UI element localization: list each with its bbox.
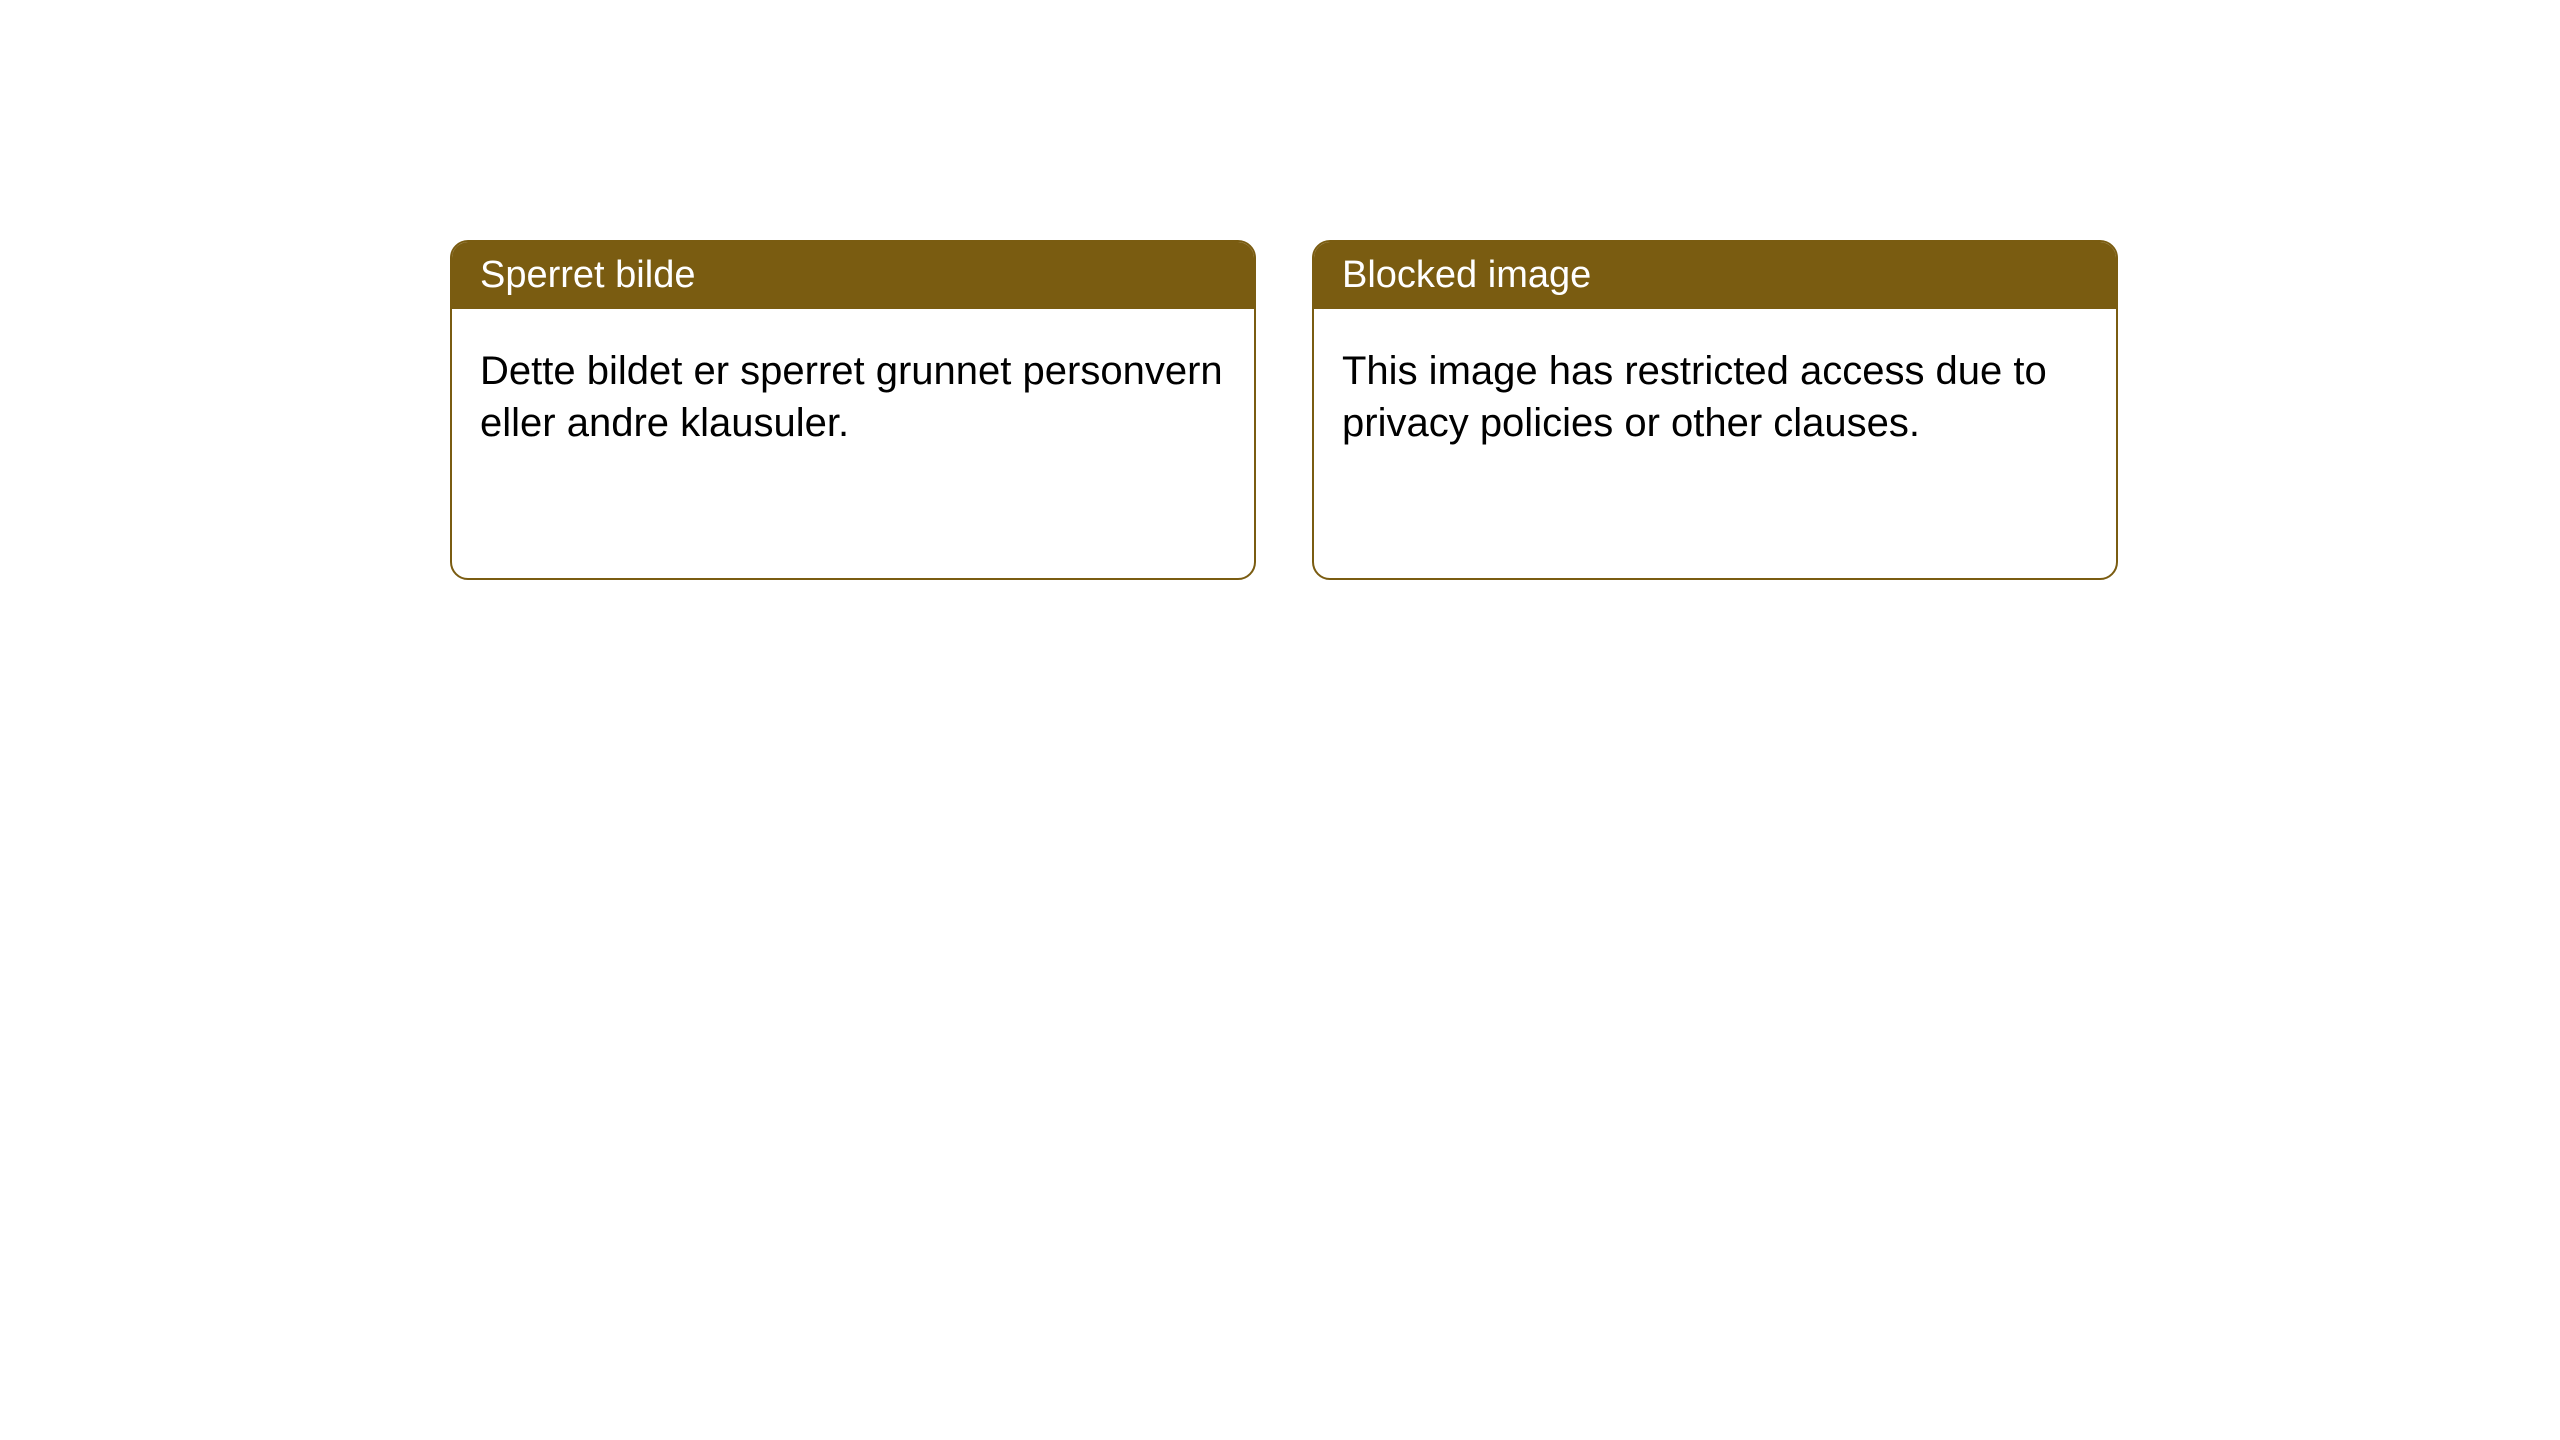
notice-card-body: This image has restricted access due to … <box>1314 309 2116 485</box>
notice-cards-container: Sperret bilde Dette bildet er sperret gr… <box>450 240 2118 580</box>
notice-card-body: Dette bildet er sperret grunnet personve… <box>452 309 1254 485</box>
notice-card-norwegian: Sperret bilde Dette bildet er sperret gr… <box>450 240 1256 580</box>
notice-card-title: Blocked image <box>1314 242 2116 309</box>
notice-card-title: Sperret bilde <box>452 242 1254 309</box>
notice-card-english: Blocked image This image has restricted … <box>1312 240 2118 580</box>
